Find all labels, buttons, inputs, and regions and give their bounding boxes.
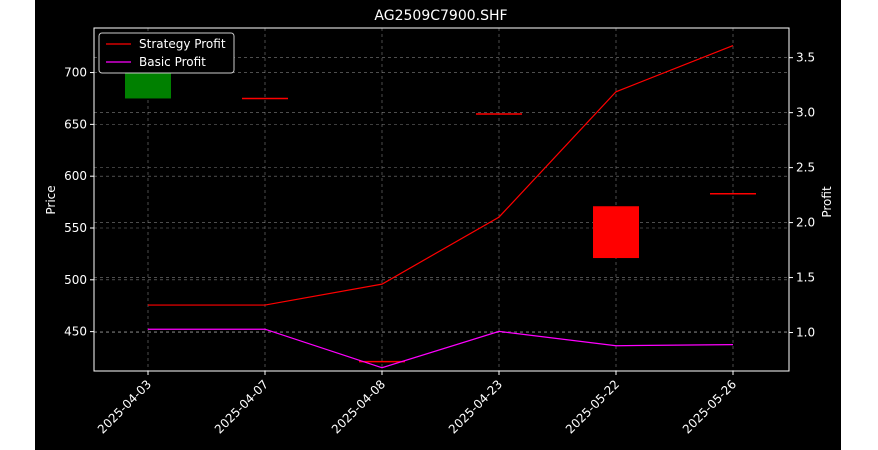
y-tick-label: 450	[64, 325, 87, 339]
legend-label-strategy-profit: Strategy Profit	[139, 37, 226, 51]
y-axis-label: Price	[44, 185, 58, 214]
y-tick-label: 500	[64, 273, 87, 287]
chart-title: AG2509C7900.SHF	[374, 8, 507, 24]
series-line-strategy-profit	[148, 45, 734, 306]
left-y-axis: 450 500 550 600 650 700	[64, 66, 94, 339]
line-layer	[148, 45, 734, 369]
plot-frame	[93, 27, 790, 372]
y2-tick-label: 1.0	[796, 326, 815, 340]
legend-box	[98, 32, 235, 74]
candle-body	[593, 206, 639, 259]
y-tick-label: 600	[64, 169, 87, 183]
y2-tick-label: 2.5	[796, 161, 815, 175]
y-tick-label: 550	[64, 221, 87, 235]
y2-tick-label: 1.5	[796, 271, 815, 285]
series-line-basic-profit	[148, 328, 734, 369]
y2-axis-label: Profit	[820, 186, 834, 218]
y2-tick-label: 2.0	[796, 216, 815, 230]
right-y-axis: 1.0 1.5 2.0 2.5 3.0 3.5	[789, 51, 815, 340]
y2-tick-label: 3.0	[796, 106, 815, 120]
y2-tick-label: 3.5	[796, 51, 815, 65]
y-tick-label: 650	[64, 117, 87, 131]
legend-label-basic-profit: Basic Profit	[139, 55, 206, 69]
y-tick-label: 700	[64, 66, 87, 80]
legend: Strategy Profit Basic Profit	[98, 32, 235, 74]
